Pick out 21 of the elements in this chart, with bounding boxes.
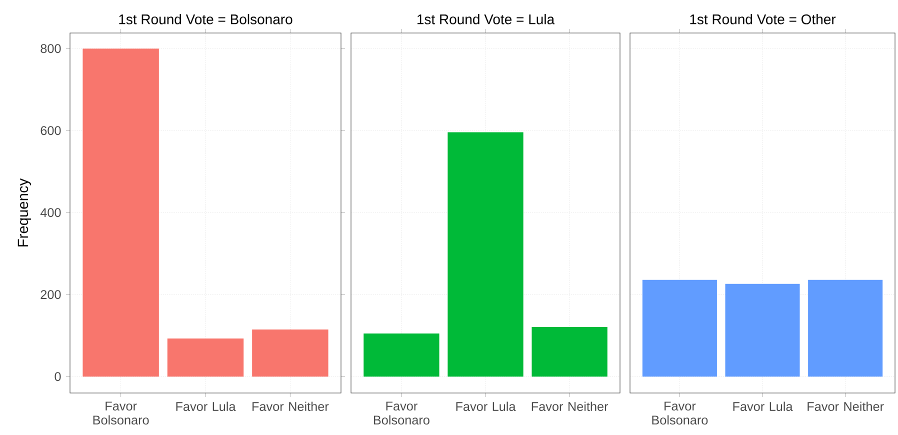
y-tick-label: 400 bbox=[40, 208, 61, 218]
y-tick-label: 0 bbox=[54, 372, 61, 382]
x-tick-label: Favor Neither bbox=[252, 402, 329, 412]
x-tick-label: Favor Bolsonaro bbox=[93, 402, 149, 425]
chart-title: 1st Round Vote = Other bbox=[690, 14, 836, 24]
y-tick-label: 800 bbox=[40, 44, 61, 54]
x-tick-label: Favor Bolsonaro bbox=[652, 402, 708, 425]
x-tick-label: Favor Lula bbox=[733, 402, 793, 412]
y-tick-label: 600 bbox=[40, 126, 61, 136]
bar bbox=[252, 329, 328, 377]
chart-title: 1st Round Vote = Bolsonaro bbox=[119, 14, 292, 24]
bar bbox=[167, 338, 244, 377]
x-tick-label: Favor Neither bbox=[532, 402, 608, 412]
x-tick-label: Favor Lula bbox=[176, 402, 236, 412]
y-tick-label: 200 bbox=[40, 290, 61, 300]
x-tick-label: Favor Bolsonaro bbox=[374, 402, 430, 425]
x-tick-label: Favor Lula bbox=[456, 402, 516, 412]
x-tick-label: Favor Neither bbox=[808, 402, 884, 412]
y-axis-title: Frequency bbox=[18, 178, 31, 246]
chart-title: 1st Round Vote = Lula bbox=[417, 14, 555, 24]
bar bbox=[82, 48, 159, 377]
